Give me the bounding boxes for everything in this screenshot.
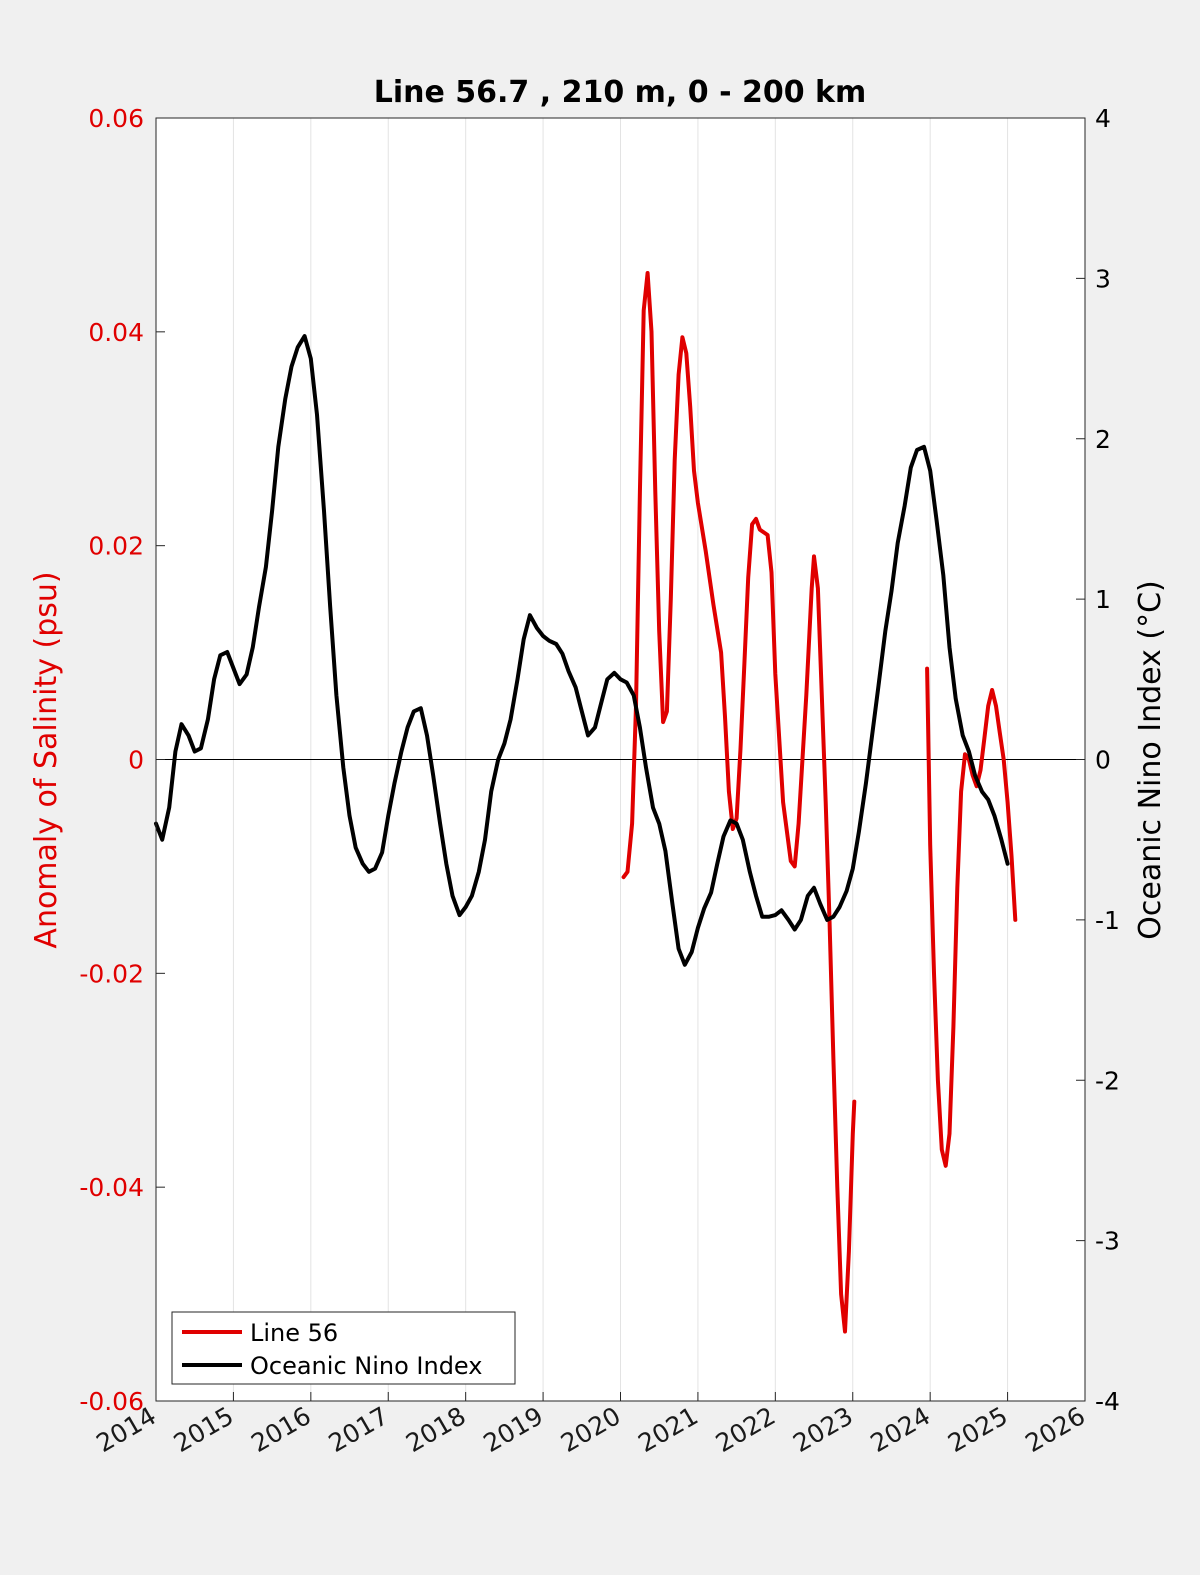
y-right-tick-label: 2 <box>1095 425 1111 454</box>
legend-label-line56: Line 56 <box>250 1319 338 1347</box>
series-line56-line <box>925 666 1018 1168</box>
y-axis-label-right: Oceanic Nino Index (°C) <box>1133 580 1168 940</box>
y-left-tick-label: 0.02 <box>88 532 144 561</box>
y-right-tick-label: -1 <box>1095 906 1120 935</box>
y-left-tick-label: 0.06 <box>88 104 144 133</box>
series-line56-line <box>621 271 857 1334</box>
series-oni-line <box>154 334 1010 967</box>
y-left-tick-label: 0.04 <box>88 318 144 347</box>
y-right-tick-label: 0 <box>1095 746 1111 775</box>
series-layer <box>154 271 1018 1334</box>
legend: Line 56 Oceanic Nino Index <box>171 1311 516 1385</box>
chart-title: Line 56.7 , 210 m, 0 - 200 km <box>374 75 867 110</box>
legend-box <box>171 1311 516 1385</box>
y-right-tick-label: 3 <box>1095 264 1111 293</box>
legend-label-oni: Oceanic Nino Index <box>250 1352 482 1380</box>
y-right-tick-label: -3 <box>1095 1227 1120 1256</box>
y-left-tick-label: -0.02 <box>79 959 144 988</box>
y-left-tick-label: -0.04 <box>79 1173 144 1202</box>
y-axis-label-left: Anomaly of Salinity (psu) <box>29 571 64 948</box>
y-right-tick-label: -4 <box>1095 1387 1120 1416</box>
y-right-tick-label: -2 <box>1095 1066 1120 1095</box>
y-left-tick-label: -0.06 <box>79 1387 144 1416</box>
y-left-tick-label: 0 <box>128 746 144 775</box>
y-right-tick-label: 1 <box>1095 585 1111 614</box>
y-right-tick-label: 4 <box>1095 104 1111 133</box>
